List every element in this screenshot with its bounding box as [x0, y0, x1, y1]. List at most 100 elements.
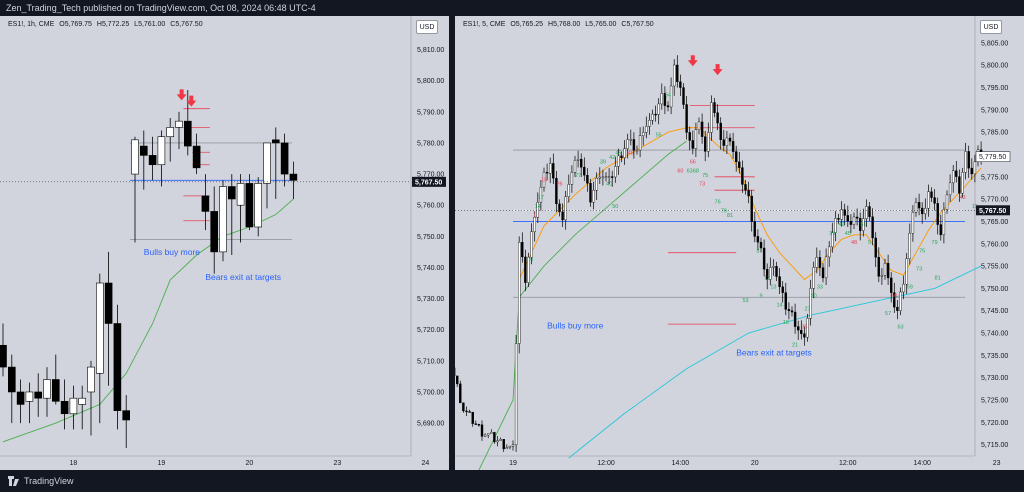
bull-candle — [828, 246, 831, 258]
bar-count-label: 35 — [801, 325, 807, 331]
bear-candle — [280, 142, 289, 175]
bear-candle — [477, 424, 481, 426]
y-tick-label: 5,760.00 — [981, 241, 1008, 248]
bear-candle — [620, 155, 623, 158]
bull-candle — [601, 176, 605, 179]
x-tick-label: 12:00 — [597, 460, 615, 467]
y-tick-label: 5,790.00 — [417, 109, 444, 116]
chart-annotation: Bulls buy more — [144, 247, 200, 257]
bull-candle — [672, 64, 676, 87]
bear-candle — [837, 218, 840, 220]
bar-count-label: 73 — [916, 267, 922, 273]
chart-panel-1h[interactable]: 5,690.00 5,700.00 5,710.00 5,720.00 5,730.00… — [0, 16, 449, 470]
bar-count-label: 81 — [935, 275, 941, 281]
y-tick-label: 5,690.00 — [417, 421, 444, 428]
chart-5m-header: ES1!, 5, CME O5,765.25 H5,768.00 L5,765.… — [463, 21, 657, 28]
bear-candle — [148, 155, 157, 166]
chart-panel-5m[interactable]: 5,715.00 5,720.00 5,725.00 5,730.00 5,735.00… — [455, 16, 1024, 470]
bull-candle — [499, 439, 502, 441]
bear-candle — [896, 306, 899, 311]
bull-candle — [694, 129, 698, 149]
bar-count-label: 79 — [721, 209, 727, 215]
currency-button[interactable]: USD — [980, 20, 1002, 34]
bear-candle — [744, 184, 747, 191]
bull-candle — [592, 190, 595, 203]
bull-candle — [604, 176, 608, 178]
bull-candle — [595, 177, 598, 191]
publish-bar: Zen_Trading_Tech published on TradingVie… — [0, 0, 1024, 16]
bear-candle — [552, 163, 555, 179]
ema-slow-line — [478, 140, 687, 470]
bull-candle — [533, 217, 536, 232]
bull-candle — [219, 186, 227, 253]
high-value: H5,768.00 — [548, 21, 581, 28]
bear-candle — [455, 375, 459, 385]
bear-candle — [245, 183, 254, 228]
bull-candle — [815, 257, 818, 268]
bull-candle — [567, 184, 571, 197]
bull-candle — [952, 170, 955, 184]
bear-candle — [713, 102, 716, 113]
bear-candle — [480, 424, 484, 437]
bull-candle — [254, 183, 262, 228]
bear-candle — [790, 310, 794, 313]
x-tick-label: 18 — [70, 460, 78, 467]
bear-candle — [868, 206, 871, 217]
bear-candle — [192, 145, 201, 169]
y-tick-label: 5,735.00 — [981, 353, 1008, 360]
bull-candle — [25, 391, 34, 402]
bar-count-label: 60 — [891, 293, 897, 299]
bull-candle — [87, 366, 95, 393]
bear-candle — [800, 329, 803, 334]
bull-candle — [924, 208, 927, 215]
bull-candle — [697, 121, 701, 130]
bear-candle — [747, 190, 750, 197]
bear-candle — [521, 242, 524, 258]
bear-candle — [753, 221, 756, 237]
bear-candle — [939, 224, 942, 236]
y-tick-label: 5,790.00 — [981, 107, 1008, 114]
bar-count-label: 9 — [759, 293, 762, 299]
bear-candle — [561, 211, 564, 221]
y-tick-label: 5,740.00 — [417, 265, 444, 272]
bear-candle — [775, 266, 778, 277]
bar-count-label: 14 — [777, 302, 783, 308]
bull-candle — [809, 288, 812, 319]
bar-count-label: 50 — [612, 204, 618, 210]
bull-candle — [570, 172, 574, 185]
chart-5m-canvas[interactable]: 5,715.00 5,720.00 5,725.00 5,730.00 5,735.00… — [455, 16, 1024, 470]
bear-candle — [735, 151, 738, 163]
ema-fast-line — [518, 127, 982, 281]
bear-candle — [803, 333, 806, 338]
chart-1h-canvas[interactable]: 5,690.00 5,700.00 5,710.00 5,720.00 5,730.00… — [0, 16, 449, 470]
bear-candle — [16, 391, 25, 405]
bull-candle — [617, 155, 620, 167]
x-tick-label: 23 — [993, 460, 1001, 467]
bull-candle — [831, 232, 834, 248]
x-tick-label: 20 — [751, 460, 759, 467]
bear-candle — [955, 170, 958, 177]
currency-button[interactable]: USD — [416, 20, 438, 34]
bear-candle — [933, 197, 936, 204]
bar-count-label: 63 — [897, 325, 903, 331]
bull-candle — [96, 282, 104, 374]
bar-count-label: 3 — [756, 249, 759, 255]
y-tick-label: 5,780.00 — [417, 140, 444, 147]
bar-count-label: 79 — [932, 240, 938, 246]
bull-candle — [514, 343, 518, 446]
y-tick-label: 5,745.00 — [981, 308, 1008, 315]
bear-candle — [663, 93, 667, 106]
bar-count-label: 73 — [699, 182, 705, 188]
bull-candle — [490, 432, 493, 434]
bear-candle — [716, 112, 719, 124]
bar-count-label: 21 — [792, 342, 798, 348]
chart-annotation: Bears exit at targets — [205, 272, 281, 282]
chart-annotation: Bulls buy more — [547, 321, 603, 331]
bar-count-label: 75 — [919, 249, 925, 255]
bear-candle — [843, 209, 846, 216]
bear-candle — [654, 113, 657, 116]
y-tick-label: 5,750.00 — [981, 286, 1008, 293]
bull-candle — [536, 201, 540, 218]
bull-candle — [927, 191, 930, 209]
bull-candle — [806, 318, 809, 338]
